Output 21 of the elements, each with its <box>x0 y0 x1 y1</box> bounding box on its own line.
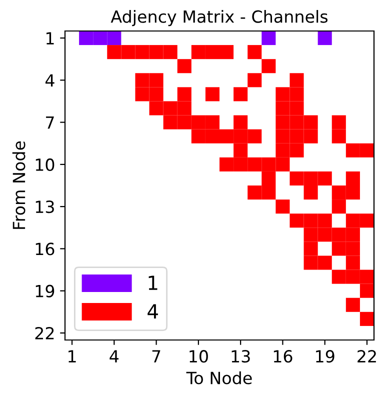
y-tick-label: 16 <box>36 242 54 256</box>
x-tick-label: 10 <box>190 350 208 363</box>
x-tick-label: 4 <box>110 350 119 362</box>
y-tick-label: 4 <box>45 74 54 86</box>
legend-label: 1 <box>148 276 158 290</box>
x-tick-label: 13 <box>232 350 250 363</box>
x-tick-label: 1 <box>68 350 76 362</box>
y-tick-label: 22 <box>35 326 54 340</box>
x-axis-title: To Node <box>186 371 252 384</box>
x-tick-label: 22 <box>358 350 376 362</box>
y-tick-label: 13 <box>36 200 54 214</box>
y-tick-label: 7 <box>46 116 54 129</box>
y-tick-label: 10 <box>36 158 54 171</box>
y-axis-title: From Node <box>12 141 26 229</box>
y-tick-label: 19 <box>36 284 54 298</box>
x-tick-label: 16 <box>274 350 292 363</box>
x-tick-label: 19 <box>316 350 334 363</box>
y-tick-label: 1 <box>46 32 54 44</box>
chart-title: Adjency Matrix - Channels <box>110 10 328 26</box>
x-tick-label: 7 <box>152 350 160 362</box>
legend-label: 4 <box>148 304 158 318</box>
